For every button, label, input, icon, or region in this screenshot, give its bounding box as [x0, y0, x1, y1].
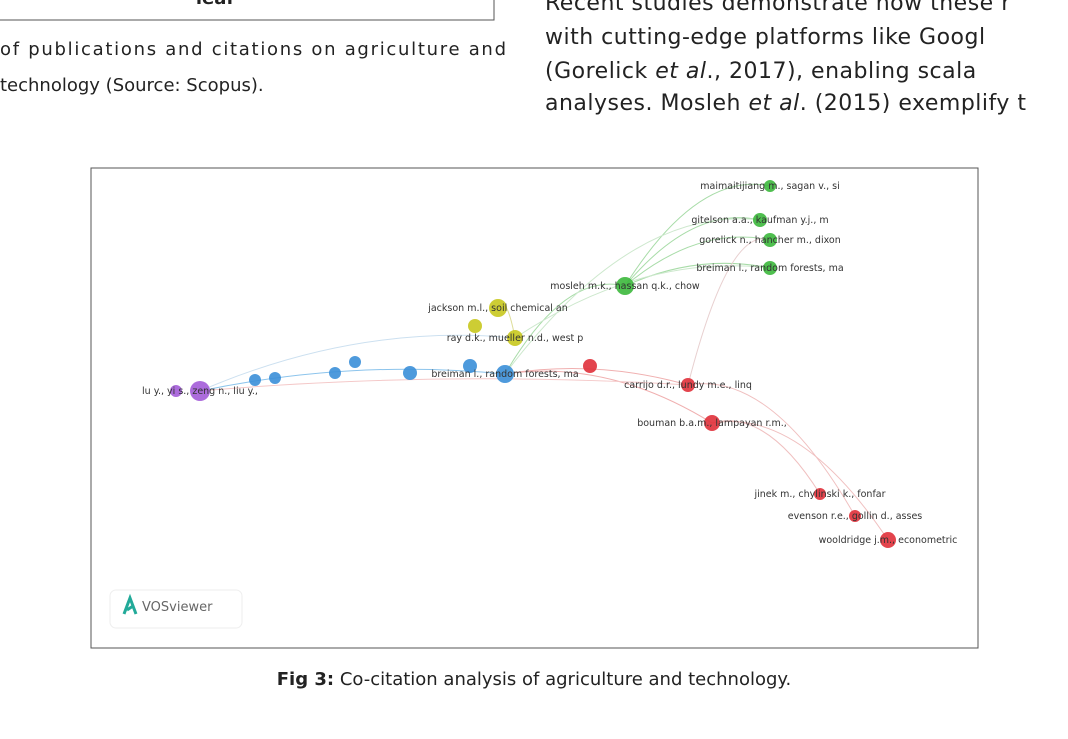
node: [507, 330, 523, 346]
text: et al: [748, 91, 799, 116]
node-label: breiman l., random forests, ma: [696, 263, 843, 274]
text: (Gorelick: [545, 59, 655, 84]
node-label: wooldridge j.m., econometric: [819, 535, 958, 546]
node-label: mosleh m.k., hassan q.k., chow: [550, 281, 700, 292]
body-line: Recent studies demonstrate how these r: [545, 0, 1011, 16]
edge: [687, 383, 856, 517]
edge: [624, 183, 771, 287]
node: [269, 372, 281, 384]
text: Recent studies demonstrate how these r: [545, 0, 1011, 16]
caption-text: Co-citation analysis of agriculture and …: [334, 669, 791, 690]
box-text: leaf: [196, 0, 235, 9]
body-line: analyses. Mosleh et al. (2015) exemplify…: [545, 91, 1027, 116]
node-label: jinek m., chylinski k., fonfar: [753, 489, 885, 500]
edge: [504, 368, 689, 386]
node: [403, 366, 417, 380]
node: [616, 277, 634, 295]
node-label: evenson r.e., gollin d., asses: [788, 511, 923, 522]
node: [170, 385, 182, 397]
text: . (2015) exemplify t: [800, 91, 1027, 116]
edge: [711, 420, 821, 495]
body-line: (Gorelick et al., 2017), enabling scala: [545, 59, 977, 84]
node-label: breiman l., random forests, ma: [431, 369, 578, 380]
edge: [624, 236, 771, 287]
top-box: [0, 0, 495, 21]
caption-line: of publications and citations on agricul…: [0, 39, 506, 60]
node: [349, 356, 361, 368]
node: [463, 359, 477, 373]
logo-icon: [122, 593, 138, 615]
edge: [711, 421, 889, 541]
edge: [514, 265, 771, 339]
node: [764, 180, 776, 192]
node-label: lu y., yi s., zeng n., liu y.,: [142, 386, 258, 397]
figure-frame: [90, 167, 979, 649]
node: [763, 233, 777, 247]
edge: [687, 238, 771, 386]
node-label: maimaitijiang m., sagan v., si: [700, 181, 839, 192]
logo: VOSviewer: [142, 600, 213, 615]
node-label: carrijo d.r., lundy m.e., linq: [624, 380, 752, 391]
edge: [624, 262, 771, 287]
node: [496, 365, 514, 383]
edge: [504, 218, 761, 375]
edge: [199, 334, 516, 392]
node: [583, 359, 597, 373]
node: [190, 381, 210, 401]
edge: [199, 378, 689, 392]
node: [849, 510, 861, 522]
node: [753, 213, 767, 227]
node: [704, 415, 720, 431]
node: [468, 319, 482, 333]
node: [681, 378, 695, 392]
caption-label: Fig 3:: [277, 669, 334, 690]
node-label: gorelick n., hancher m., dixon: [699, 235, 841, 246]
node-label: bouman b.a.m., lampayan r.m.,: [637, 418, 787, 429]
node-label: gitelson a.a., kaufman y.j., m: [691, 215, 828, 226]
node: [763, 261, 777, 275]
text: et al: [655, 59, 706, 84]
edge: [504, 283, 626, 375]
edge: [624, 217, 761, 287]
node: [489, 299, 507, 317]
edge: [504, 370, 713, 424]
text: ., 2017), enabling scala: [707, 59, 977, 84]
body-line: with cutting-edge platforms like Googl: [545, 25, 986, 50]
text: with cutting-edge platforms like Googl: [545, 25, 986, 50]
node-label: ray d.k., mueller n.d., west p: [447, 333, 584, 344]
node: [329, 367, 341, 379]
node: [814, 488, 826, 500]
node: [249, 374, 261, 386]
node: [880, 532, 896, 548]
figure-caption: Fig 3: Co-citation analysis of agricultu…: [277, 669, 791, 690]
nodes: maimaitijiang m., sagan v., si gitelson a…: [142, 180, 957, 548]
text: analyses. Mosleh: [545, 91, 748, 116]
node-label: jackson m.l., soil chemical an: [427, 303, 568, 314]
caption-line: technology (Source: Scopus).: [0, 75, 264, 96]
logo-box: [109, 589, 243, 629]
